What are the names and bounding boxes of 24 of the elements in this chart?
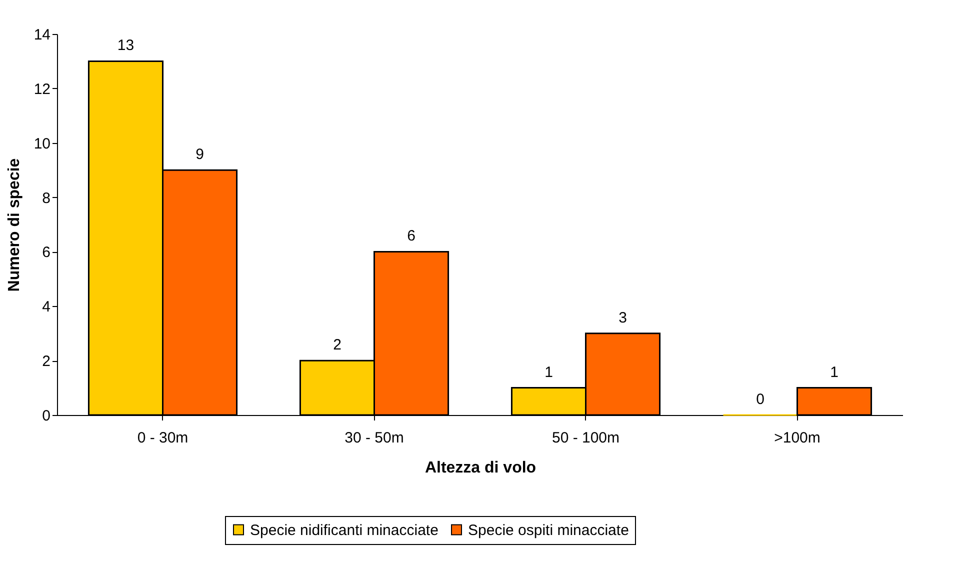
y-tick-label: 12 (34, 80, 50, 98)
data-label: 1 (544, 364, 553, 381)
x-tick-label: 30 - 50m (344, 430, 404, 446)
data-label: 6 (407, 228, 416, 245)
legend-label: Specie ospiti minacciate (468, 522, 629, 539)
x-axis-title: Altezza di volo (424, 460, 536, 476)
data-label: 13 (117, 37, 134, 54)
y-tick-label: 14 (34, 26, 50, 44)
y-tick-label: 8 (42, 190, 50, 207)
data-label: 3 (618, 309, 627, 326)
data-label: 1 (830, 364, 838, 381)
data-label: 9 (196, 146, 204, 164)
y-axis-title: Numero di specie (6, 158, 23, 292)
x-tick-label: 0 - 30m (137, 430, 188, 446)
data-label: 0 (756, 391, 764, 408)
x-tick-label: 50 - 100m (552, 430, 620, 446)
y-tick-label: 4 (42, 298, 50, 316)
x-tick-label: >100m (774, 430, 820, 446)
y-tick-label: 0 (42, 408, 50, 424)
y-tick-label: 2 (42, 353, 50, 370)
y-tick-label: 6 (42, 244, 50, 262)
legend-label: Specie nidificanti minacciate (250, 522, 438, 539)
data-label: 2 (333, 336, 342, 354)
y-tick-label: 10 (34, 135, 50, 152)
